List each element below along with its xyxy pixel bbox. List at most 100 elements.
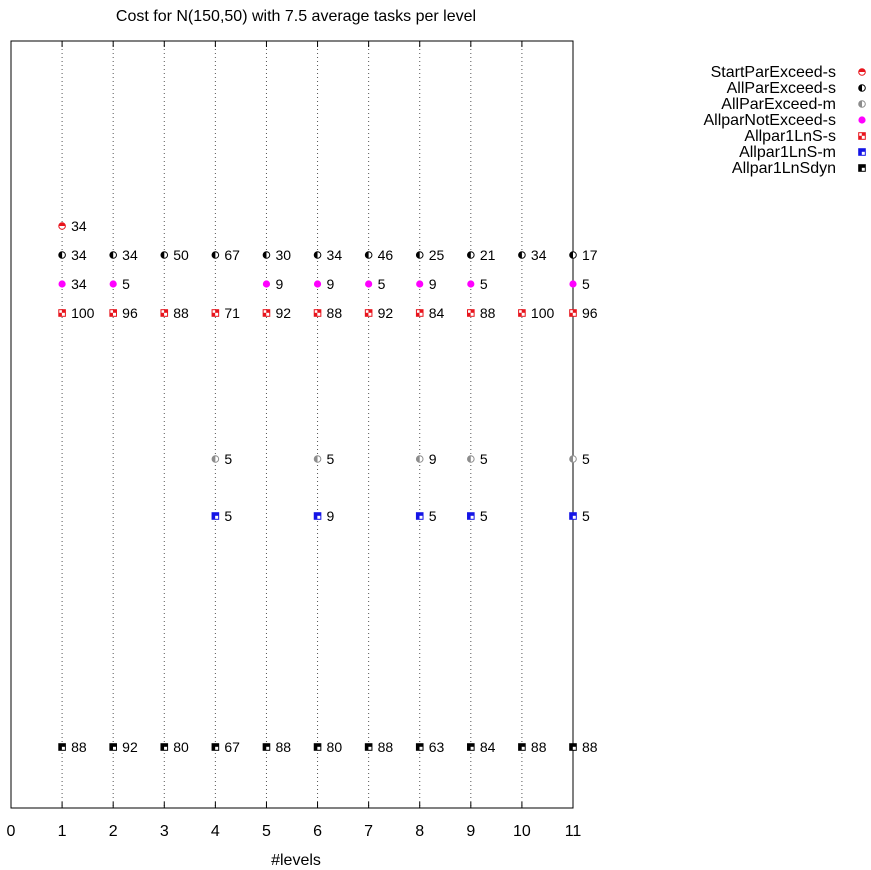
legend-marker — [858, 84, 866, 92]
data-label: 9 — [327, 276, 335, 292]
data-point — [262, 280, 271, 288]
data-label: 5 — [480, 451, 488, 467]
data-point — [467, 512, 475, 520]
grid-lines — [61, 41, 523, 808]
data-point — [467, 280, 475, 288]
data-point — [211, 455, 220, 463]
data-label: 96 — [122, 305, 138, 321]
data-point — [518, 743, 526, 751]
legend-marker — [858, 164, 866, 172]
data-point — [569, 251, 577, 259]
data-label: 71 — [224, 305, 240, 321]
data-label: 88 — [71, 739, 87, 755]
data-label: 92 — [275, 305, 291, 321]
data-point — [160, 743, 169, 751]
plot-area — [10, 40, 574, 809]
data-point — [58, 280, 66, 288]
data-label: 88 — [531, 739, 547, 755]
data-point — [467, 743, 475, 751]
data-point — [569, 743, 577, 751]
legend-label: Allpar1LnS-s — [744, 128, 836, 145]
legend-label: Allpar1LnSdyn — [732, 160, 836, 177]
x-tick-label: 3 — [160, 823, 169, 840]
data-label: 9 — [275, 276, 283, 292]
x-tick-label: 9 — [466, 823, 475, 840]
data-label: 88 — [275, 739, 291, 755]
data-label: 5 — [378, 276, 386, 292]
data-label: 34 — [71, 218, 87, 234]
legend-marker — [858, 100, 866, 108]
data-label: 34 — [327, 247, 343, 263]
data-label: 5 — [224, 508, 232, 524]
data-point — [415, 743, 424, 751]
data-point — [518, 251, 526, 259]
data-label: 80 — [173, 739, 189, 755]
x-tick-label: 4 — [211, 823, 220, 840]
data-point — [160, 251, 169, 259]
x-axis-label: #levels — [271, 852, 321, 869]
data-label: 80 — [327, 739, 343, 755]
data-point — [262, 743, 271, 751]
data-label: 63 — [429, 739, 445, 755]
data-point — [364, 251, 373, 259]
data-point — [313, 512, 322, 520]
data-point — [365, 280, 373, 288]
x-tick-label: 11 — [565, 823, 582, 840]
data-label: 5 — [429, 508, 437, 524]
data-label: 92 — [378, 305, 394, 321]
data-point — [313, 251, 322, 259]
legend-label: AllparNotExceed-s — [704, 112, 837, 129]
x-axis-ticks: 0 1 2 3 4 5 6 7 8 9 10 11 — [7, 41, 582, 840]
data-label: 50 — [173, 247, 189, 263]
data-point — [211, 512, 220, 520]
data-label: 34 — [71, 247, 87, 263]
legend-label: AllParExceed-s — [727, 80, 836, 97]
data-point — [58, 743, 66, 751]
data-label: 25 — [429, 247, 445, 263]
data-marks: 34 34 34 50 67 30 34 46 25 21 34 17 5 5 9 5 5 34 5 9 9 5 9 5 5 10… — [58, 218, 598, 755]
data-label: 5 — [480, 276, 488, 292]
data-label: 5 — [582, 508, 590, 524]
data-point — [109, 743, 117, 751]
data-point — [569, 309, 577, 317]
data-label: 88 — [327, 305, 343, 321]
data-point — [364, 309, 373, 317]
data-point — [467, 455, 475, 463]
data-point — [416, 280, 424, 288]
data-label: 5 — [582, 451, 590, 467]
data-label: 21 — [480, 247, 496, 263]
data-label: 92 — [122, 739, 138, 755]
legend-marker — [858, 148, 866, 156]
data-label: 17 — [582, 247, 598, 263]
data-label: 84 — [480, 739, 496, 755]
data-point — [313, 455, 322, 463]
x-tick-label: 0 — [7, 823, 16, 840]
x-tick-label: 10 — [513, 823, 531, 840]
data-label: 9 — [429, 276, 437, 292]
data-label: 46 — [378, 247, 394, 263]
data-label: 5 — [582, 276, 590, 292]
data-point — [569, 512, 577, 520]
data-label: 67 — [224, 247, 240, 263]
data-point — [569, 455, 577, 463]
legend-label: StartParExceed-s — [711, 64, 836, 81]
data-point — [415, 455, 424, 463]
x-tick-label: 8 — [415, 823, 424, 840]
data-point — [109, 309, 117, 317]
data-point — [569, 280, 577, 288]
x-tick-label: 6 — [313, 823, 322, 840]
data-point — [313, 280, 322, 288]
data-label: 88 — [173, 305, 189, 321]
x-tick-label: 7 — [364, 823, 373, 840]
data-point — [211, 743, 220, 751]
data-label: 9 — [327, 508, 335, 524]
data-label: 88 — [378, 739, 394, 755]
data-point — [364, 743, 373, 751]
data-label: 34 — [531, 247, 547, 263]
data-label: 30 — [275, 247, 291, 263]
data-point — [313, 743, 322, 751]
data-label: 84 — [429, 305, 445, 321]
data-point — [58, 222, 66, 230]
legend-label: Allpar1LnS-m — [739, 144, 836, 161]
